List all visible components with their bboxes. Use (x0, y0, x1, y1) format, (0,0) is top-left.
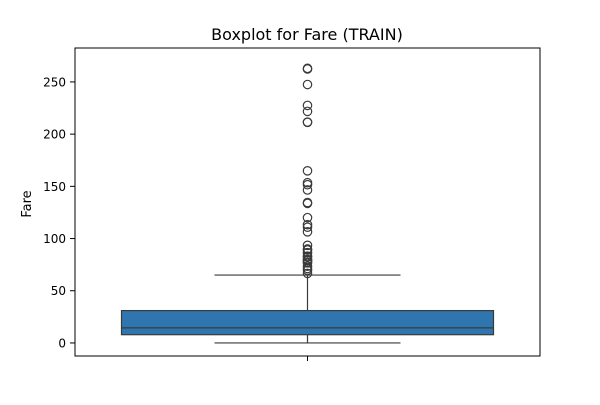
outlier-point (302, 100, 313, 111)
y-axis-label: Fare (20, 190, 35, 217)
outlier-point (302, 227, 313, 237)
y-tick-label: 200 (43, 128, 66, 142)
outlier-point (302, 212, 313, 223)
outlier-point (302, 261, 313, 272)
outlier-point (302, 179, 313, 190)
outlier-point (302, 79, 313, 90)
outlier-point (302, 240, 313, 251)
outlier-point (302, 222, 313, 232)
outlier-point (302, 268, 313, 279)
chart-title: Boxplot for Fare (TRAIN) (211, 25, 403, 44)
outlier-point (302, 177, 313, 188)
y-tick-label: 50 (51, 284, 66, 298)
plot-area (120, 63, 495, 344)
outlier-point (302, 247, 313, 258)
outlier-point (302, 244, 313, 254)
outlier-point (302, 197, 313, 208)
y-tick-label: 100 (43, 232, 66, 246)
iqr-box (120, 309, 495, 336)
outlier-point (302, 185, 313, 195)
outlier-point (302, 117, 313, 127)
outlier-point (302, 251, 313, 261)
outlier-point (302, 219, 313, 230)
outlier-point (302, 166, 313, 176)
y-tick-label: 150 (43, 180, 66, 194)
y-tick-label: 250 (43, 75, 66, 89)
outlier-point (302, 106, 313, 117)
outlier-point (302, 63, 313, 74)
y-tick-label: 0 (58, 336, 66, 350)
